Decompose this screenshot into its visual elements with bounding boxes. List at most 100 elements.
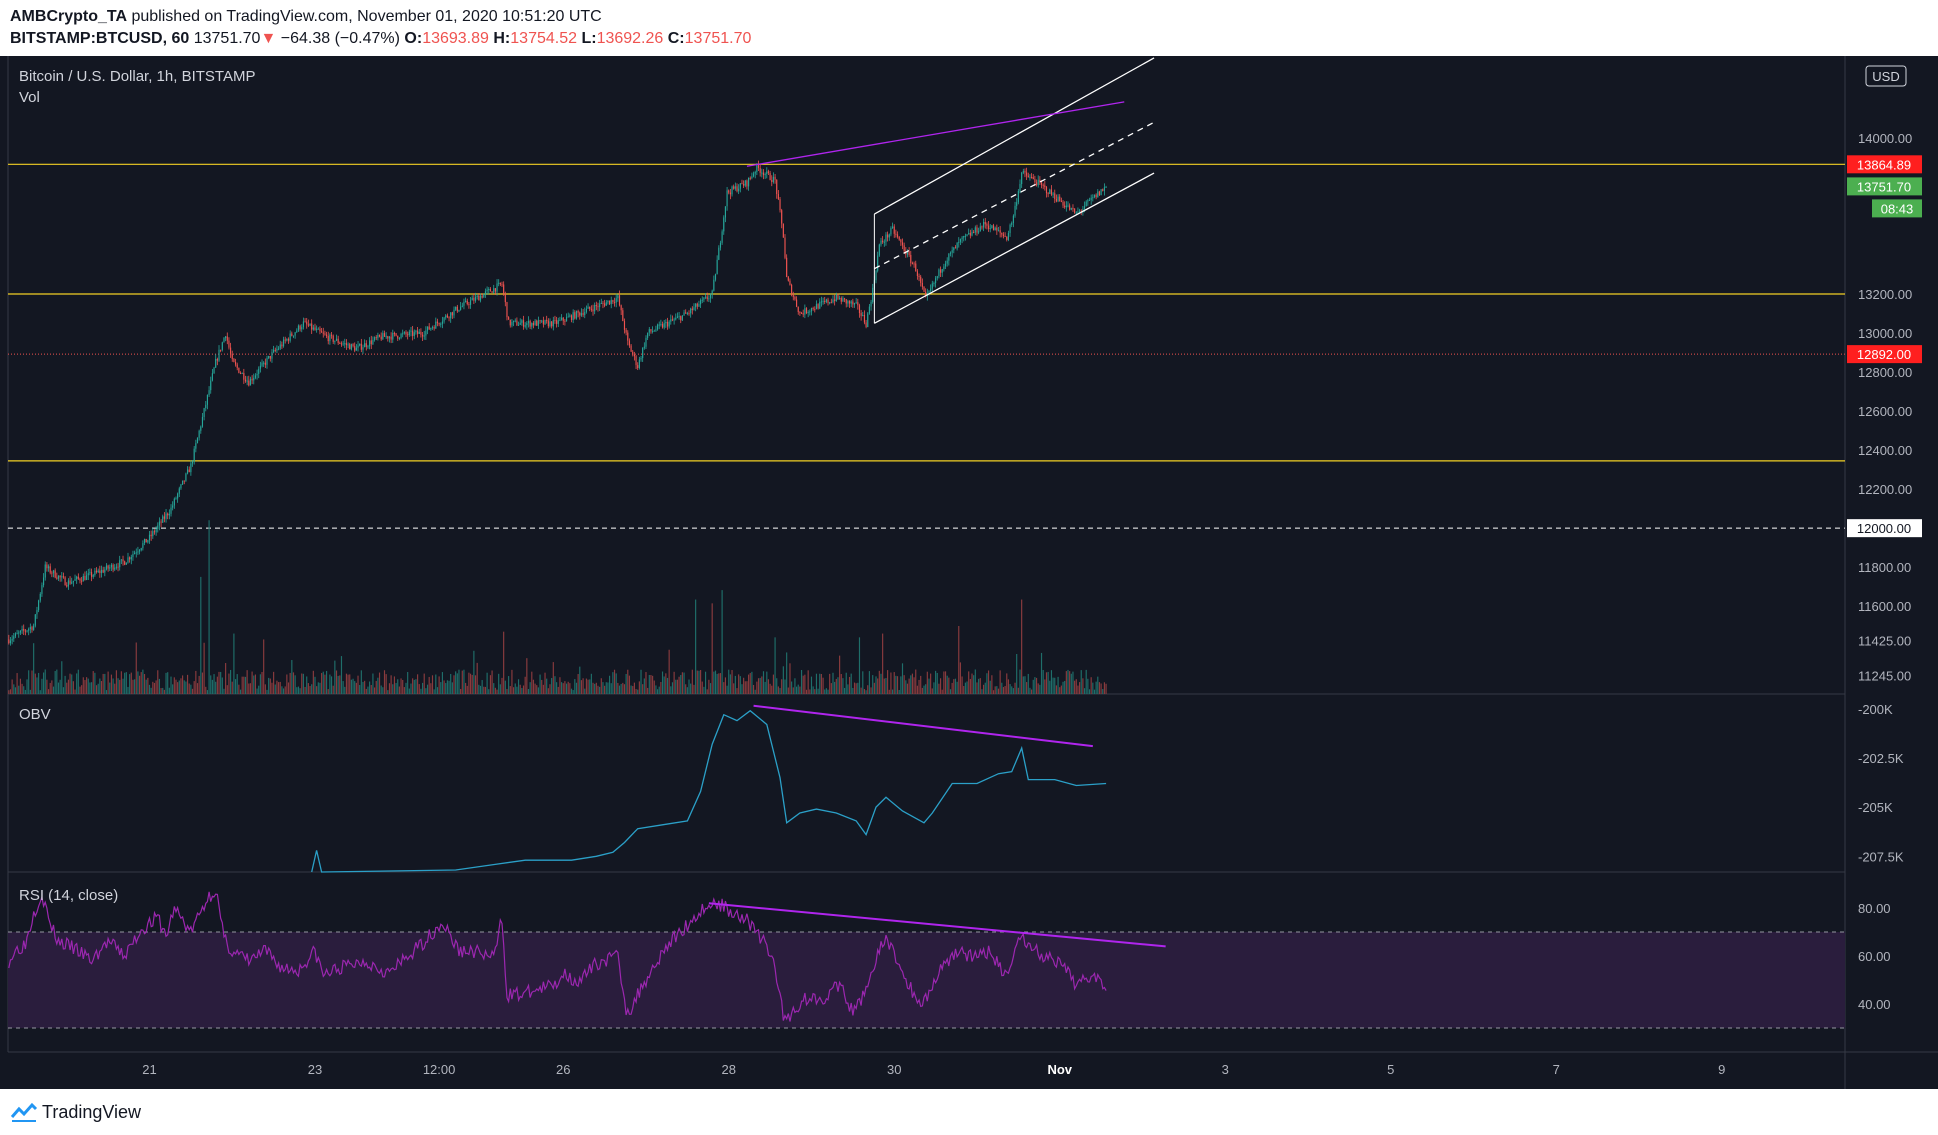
price-divergence-line[interactable] [746,101,1125,167]
candle-body [410,330,412,332]
candle-body [182,480,184,485]
volume-bar [23,686,25,694]
obv-tick-1: -202.5K [1858,751,1904,766]
candle-body [695,303,697,308]
candle-body [681,315,683,321]
price-change: −64.38 (−0.47%) [280,30,400,47]
candle-body [153,531,156,533]
currency-button[interactable]: USD [1865,65,1907,87]
candle-body [491,291,493,293]
volume-bar [794,678,796,694]
volume-bar [867,685,869,694]
candle-body [617,295,619,299]
candle-body [440,323,442,325]
volume-bar [878,670,880,694]
candle-body [736,186,738,192]
candle-body [570,315,573,321]
tradingview-logo-icon[interactable] [10,1101,38,1123]
candle-body [706,296,708,300]
candle-body [234,362,237,365]
candle-body [489,289,491,292]
volume-bar [365,688,367,694]
candle-body [893,226,895,234]
rsi-divergence-line[interactable] [708,902,1166,948]
volume-bar [825,688,827,694]
volume-bar [1031,689,1033,694]
volume-bar [362,681,364,694]
candle-body [918,275,920,277]
candle-body [968,232,970,235]
candle-body [400,333,402,339]
candle-body [1057,196,1059,202]
horizontal-levels[interactable] [8,163,1845,529]
candle-body [954,247,957,249]
rsi-axis[interactable]: 80.00 60.00 40.00 [1858,901,1891,1012]
candle-body [635,356,637,366]
volume-bar [625,673,627,694]
candle-body [134,552,136,555]
volume-bar [385,674,387,694]
candle-body [984,221,986,225]
candle-body [718,247,720,260]
ascending-channel[interactable] [873,57,1155,324]
volume-bar [839,655,841,694]
candle-body [287,339,290,341]
volume-bar [939,678,942,694]
chart-title: Bitcoin / U.S. Dollar, 1h, BITSTAMP [19,68,255,85]
volume-bar [951,682,953,694]
candle-body [809,311,811,313]
dashed-level-label-bg [1847,519,1922,538]
time-axis[interactable]: 21 23 12:00 26 28 30 Nov 3 5 7 9 [142,1062,1725,1077]
candle-body [832,299,834,303]
candle-body [847,300,849,304]
candle-body [868,306,870,314]
volume-bar [1054,677,1056,694]
volume-bar [756,681,758,694]
candle-body [296,330,298,333]
volume-bar [739,676,741,694]
candle-body [1040,182,1043,185]
obv-axis[interactable]: -200K -202.5K -205K -207.5K [1858,702,1904,865]
candle-body [393,332,396,334]
tradingview-brand[interactable]: TradingView [42,1102,142,1122]
candle-body [244,379,247,382]
volume-bar [668,649,670,694]
candle-body [461,305,463,307]
candle-body [486,289,488,292]
volume-bar [665,673,667,694]
volume-bar [372,673,374,694]
candle-body [986,224,988,226]
price-tick-7: 11800.00 [1858,560,1911,575]
candle-body [597,306,599,308]
candle-body [587,306,589,309]
candlesticks[interactable] [8,160,1107,646]
volume-bar [661,671,664,694]
candle-body [1011,223,1013,225]
volume-bar [460,688,462,694]
candle-body [89,572,91,574]
candle-body [243,372,245,380]
obv-divergence-line[interactable] [753,704,1093,748]
volume-bar [130,672,132,694]
price-chart[interactable]: 14000.00 13200.00 13000.00 12800.00 12600.00… [0,56,1938,1089]
candle-body [177,493,179,499]
candle-body [402,333,404,335]
volume-bar [299,688,301,694]
volume-bar [862,671,864,694]
author-name[interactable]: AMBCrypto_TA [10,8,128,25]
candle-body [767,171,770,174]
candle-body [1069,205,1071,210]
candle-body [157,525,159,529]
price-tick-10: 11245.00 [1858,668,1911,683]
volume-bar [367,686,369,694]
candle-body [901,242,904,246]
volume-bar [382,687,384,694]
volume-bar [994,686,996,694]
volume-bar [628,675,631,694]
volume-bar [905,680,907,694]
candle-body [1050,189,1053,195]
price-axis[interactable]: 14000.00 13200.00 13000.00 12800.00 12600.00… [1858,131,1912,684]
last-price: 13751.70 [193,30,261,47]
volume-bar [340,656,343,694]
volume-bar [991,675,993,694]
